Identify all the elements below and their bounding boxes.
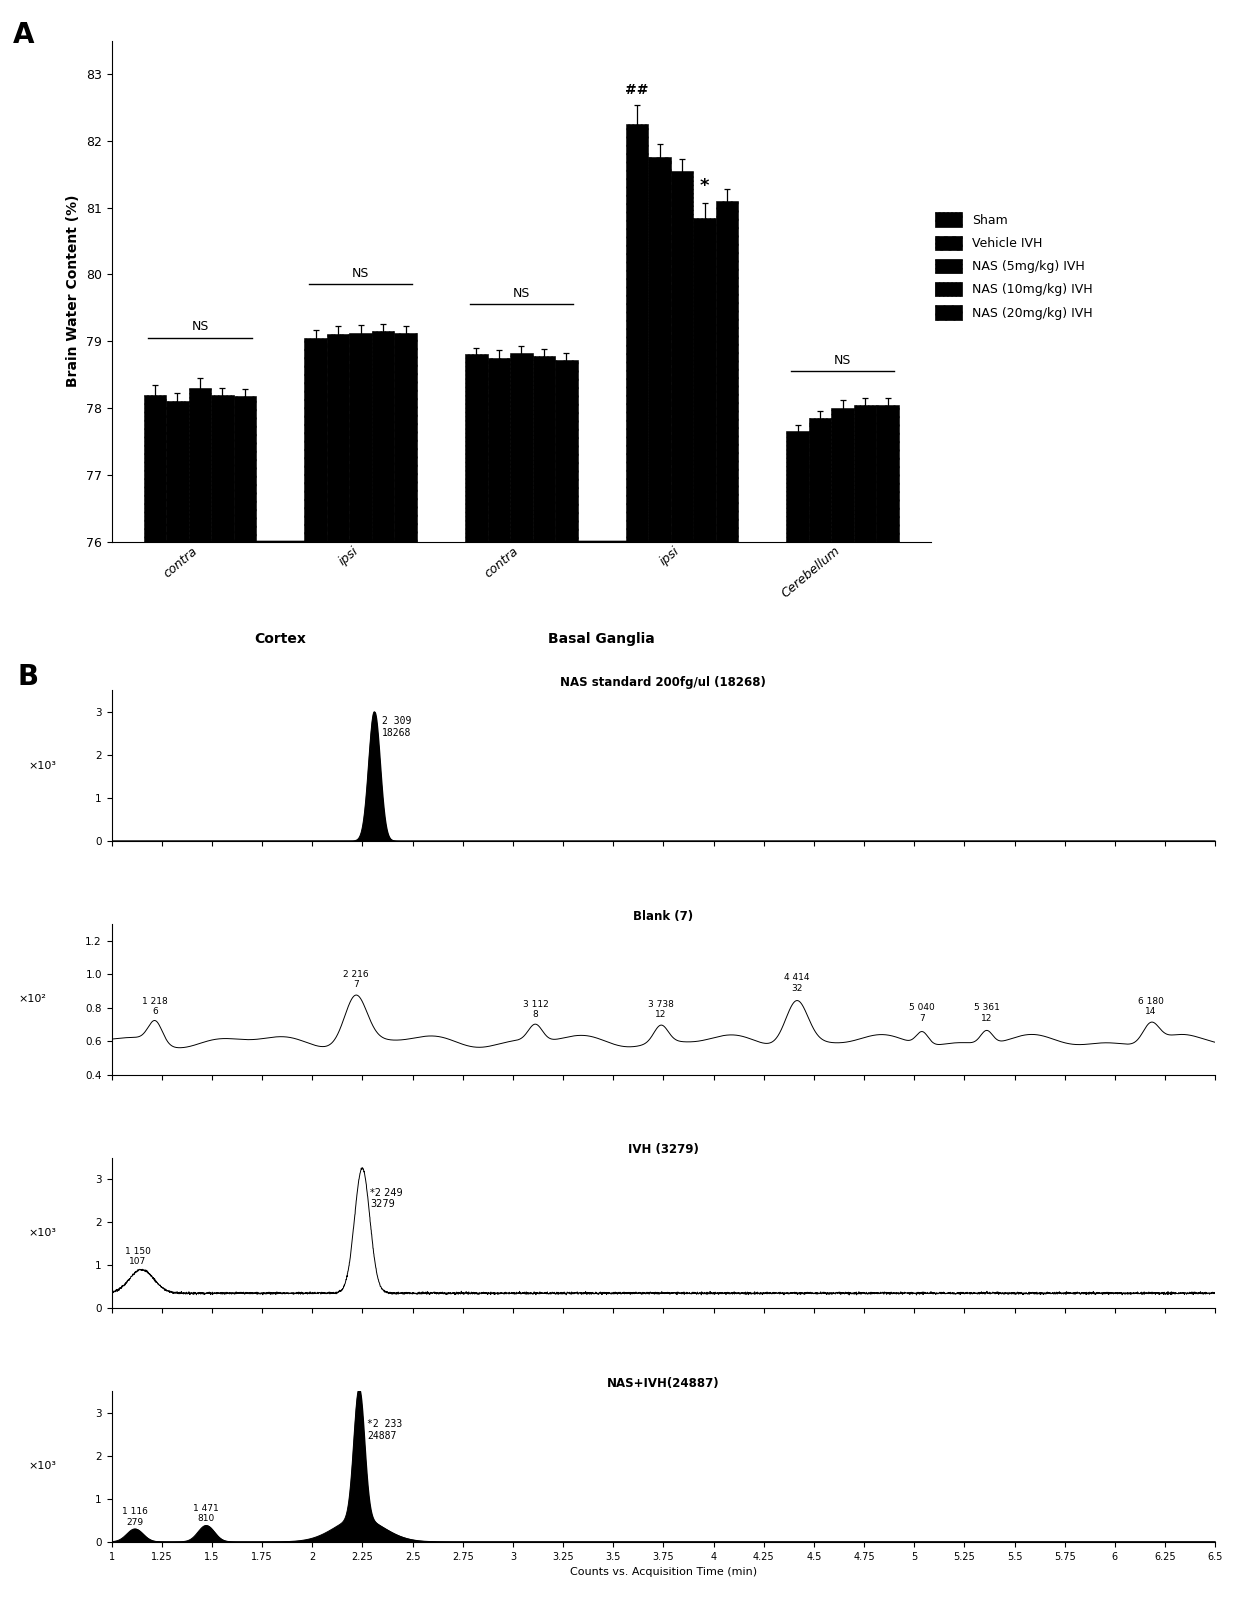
- Y-axis label: ×10²: ×10²: [19, 995, 46, 1005]
- Text: *2 249
3279: *2 249 3279: [371, 1188, 403, 1209]
- Legend: Sham, Vehicle IVH, NAS (5mg/kg) IVH, NAS (10mg/kg) IVH, NAS (20mg/kg) IVH: Sham, Vehicle IVH, NAS (5mg/kg) IVH, NAS…: [935, 213, 1092, 320]
- Text: B: B: [17, 664, 38, 691]
- Bar: [233, 396, 257, 542]
- Text: 3 112
8: 3 112 8: [522, 1000, 548, 1019]
- Text: 5 361
12: 5 361 12: [973, 1003, 999, 1022]
- Bar: [305, 338, 327, 542]
- Text: 4 414
32: 4 414 32: [784, 974, 810, 993]
- Text: 1 218
6: 1 218 6: [143, 997, 169, 1016]
- Text: NS: NS: [512, 287, 529, 300]
- Bar: [808, 419, 832, 542]
- Text: 1 116
279: 1 116 279: [122, 1508, 148, 1527]
- Bar: [144, 394, 166, 542]
- Bar: [715, 201, 738, 542]
- Text: ##: ##: [625, 83, 649, 97]
- Bar: [487, 357, 510, 542]
- Text: *2 233
24887: *2 233 24887: [367, 1419, 402, 1441]
- X-axis label: Counts vs. Acquisition Time (min): Counts vs. Acquisition Time (min): [570, 1568, 756, 1578]
- Text: 2 309
18268: 2 309 18268: [382, 716, 412, 738]
- Bar: [877, 404, 899, 542]
- Title: NAS standard 200fg/ul (18268): NAS standard 200fg/ul (18268): [560, 677, 766, 690]
- Bar: [510, 354, 533, 542]
- Bar: [350, 333, 372, 542]
- Text: NS: NS: [835, 354, 852, 367]
- Y-axis label: ×10³: ×10³: [29, 761, 56, 771]
- Bar: [211, 394, 233, 542]
- Text: NS: NS: [352, 266, 370, 279]
- Bar: [556, 360, 578, 542]
- Title: IVH (3279): IVH (3279): [627, 1143, 699, 1156]
- Text: Basal Ganglia: Basal Ganglia: [548, 631, 655, 646]
- Bar: [671, 170, 693, 542]
- Y-axis label: ×10³: ×10³: [29, 1229, 56, 1238]
- Y-axis label: ×10³: ×10³: [29, 1461, 56, 1472]
- Bar: [394, 333, 417, 542]
- Text: Cortex: Cortex: [254, 631, 306, 646]
- Bar: [372, 331, 394, 542]
- Bar: [188, 388, 211, 542]
- Text: 1 150
107: 1 150 107: [125, 1246, 150, 1266]
- Text: 5 040
7: 5 040 7: [909, 1003, 935, 1022]
- Bar: [786, 432, 808, 542]
- Text: 3 738
12: 3 738 12: [649, 1000, 673, 1019]
- Bar: [832, 407, 854, 542]
- Bar: [649, 157, 671, 542]
- Bar: [327, 334, 350, 542]
- Text: 6 180
14: 6 180 14: [1138, 997, 1164, 1016]
- Bar: [626, 123, 649, 542]
- Title: Blank (7): Blank (7): [634, 911, 693, 923]
- Text: NS: NS: [191, 320, 208, 333]
- Text: A: A: [14, 21, 35, 49]
- Bar: [854, 404, 877, 542]
- Text: *: *: [699, 177, 709, 195]
- Bar: [693, 217, 715, 542]
- Y-axis label: Brain Water Content (%): Brain Water Content (%): [66, 195, 81, 388]
- Text: 1 471
810: 1 471 810: [193, 1505, 219, 1524]
- Text: 2 216
7: 2 216 7: [342, 971, 368, 988]
- Bar: [533, 355, 556, 542]
- Bar: [166, 401, 188, 542]
- Bar: [465, 354, 487, 542]
- Title: NAS+IVH(24887): NAS+IVH(24887): [608, 1376, 719, 1389]
